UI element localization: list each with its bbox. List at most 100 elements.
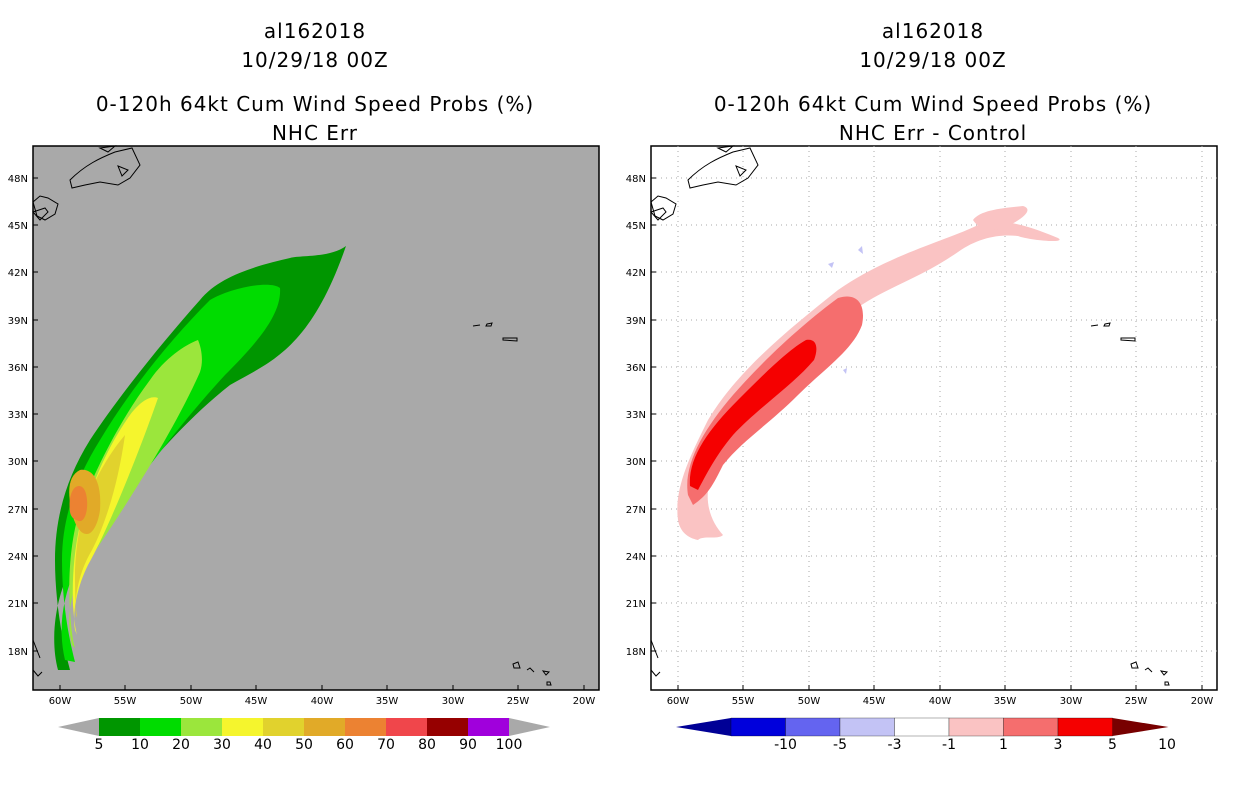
- right-lon-label: 60W: [667, 696, 690, 707]
- right-colorbar-swatch: [1057, 717, 1113, 737]
- right-colorbar-label: 10: [1158, 737, 1176, 753]
- left-lon-label: 20W: [573, 696, 596, 707]
- left-lon-label: 40W: [311, 696, 334, 707]
- right-colorbar-label: 3: [1054, 737, 1063, 753]
- right-colorbar-label: -1: [942, 737, 956, 753]
- right-colorbar-label: -10: [774, 737, 797, 753]
- right-lat-label: 48N: [626, 174, 646, 185]
- left-colorbar-swatch: [222, 718, 263, 736]
- left-colorbar-swatch: [263, 718, 304, 736]
- left-lon-label: 60W: [49, 696, 72, 707]
- right-colorbar: -10 -5 -3 -1 1 3 5 10: [676, 717, 1176, 753]
- right-lon-label: 20W: [1191, 696, 1214, 707]
- left-lat-label: 24N: [8, 552, 28, 563]
- left-coastline: [32, 145, 552, 686]
- swath-band-20: [69, 340, 202, 648]
- left-lat-label: 30N: [8, 457, 28, 468]
- right-difference-map: 48N 45N 42N 39N 36N 33N 30N 27N 24N 21N 18N 60W 55W 5…: [626, 145, 1218, 707]
- right-storm-id: al162018: [881, 19, 985, 43]
- right-colorbar-high-arrow: [1112, 718, 1169, 736]
- left-lon-label: 25W: [507, 696, 530, 707]
- left-colorbar-label: 30: [213, 737, 231, 753]
- left-colorbar-swatch: [345, 718, 386, 736]
- diff-band-plus-1b: [973, 206, 1028, 230]
- left-lon-label: 30W: [442, 696, 465, 707]
- left-colorbar-swatch: [99, 718, 140, 736]
- right-lon-label: 40W: [929, 696, 952, 707]
- right-product-title: 0-120h 64kt Cum Wind Speed Probs (%): [713, 92, 1153, 116]
- left-colorbar-label: 50: [295, 737, 313, 753]
- right-colorbar-label: -5: [833, 737, 847, 753]
- right-lat-label: 30N: [626, 457, 646, 468]
- right-lat-label: 45N: [626, 221, 646, 232]
- right-colorbar-swatch: [894, 717, 950, 737]
- right-lon-label: 50W: [798, 696, 821, 707]
- left-colorbar-label: 90: [459, 737, 477, 753]
- swath-band-60: [69, 486, 88, 522]
- left-colorbar-label: 20: [172, 737, 190, 753]
- left-storm-id: al162018: [263, 19, 367, 43]
- right-coastline: [650, 145, 1170, 686]
- right-colorbar-swatch: [785, 717, 841, 737]
- right-colorbar-label: -3: [888, 737, 902, 753]
- right-subtitle: NHC Err - Control: [838, 121, 1028, 145]
- right-lon-label: 45W: [863, 696, 886, 707]
- diff-band-plus-5: [689, 339, 817, 490]
- right-lon-label: 25W: [1125, 696, 1148, 707]
- left-colorbar-label: 70: [377, 737, 395, 753]
- left-lat-label: 27N: [8, 505, 28, 516]
- left-colorbar-label: 40: [254, 737, 272, 753]
- right-lat-label: 36N: [626, 363, 646, 374]
- right-colorbar-swatch: [730, 717, 786, 737]
- left-lat-label: 48N: [8, 174, 28, 185]
- right-difference-field: [677, 206, 1060, 540]
- left-probability-swath: [54, 246, 347, 670]
- left-subtitle: NHC Err: [271, 121, 359, 145]
- right-lat-label: 39N: [626, 316, 646, 327]
- right-lat-label: 21N: [626, 599, 646, 610]
- right-lat-label: 33N: [626, 410, 646, 421]
- left-lon-label: 45W: [245, 696, 268, 707]
- left-colorbar-swatch: [140, 718, 181, 736]
- right-lat-label: 42N: [626, 268, 646, 279]
- right-colorbar-swatch: [948, 717, 1004, 737]
- left-colorbar-label: 80: [418, 737, 436, 753]
- left-product-title: 0-120h 64kt Cum Wind Speed Probs (%): [95, 92, 535, 116]
- right-lat-label: 18N: [626, 647, 646, 658]
- right-colorbar-label: 5: [1108, 737, 1117, 753]
- right-datetime: 10/29/18 00Z: [859, 48, 1007, 72]
- left-datetime: 10/29/18 00Z: [241, 48, 389, 72]
- swath-band-40: [75, 435, 125, 618]
- right-colorbar-swatch: [1003, 717, 1059, 737]
- left-colorbar-swatch: [181, 718, 222, 736]
- left-colorbar-swatch: [427, 718, 468, 736]
- left-colorbar-label: 5: [95, 737, 104, 753]
- left-lat-label: 36N: [8, 363, 28, 374]
- right-colorbar-low-arrow: [676, 718, 731, 736]
- left-lat-label: 33N: [8, 410, 28, 421]
- diff-band-plus-3: [687, 296, 863, 505]
- left-colorbar-swatch: [468, 718, 509, 736]
- left-lat-label: 21N: [8, 599, 28, 610]
- left-colorbar: 5 10 20 30 40 50 60 70 80 90 100: [58, 718, 550, 753]
- right-lon-label: 35W: [994, 696, 1017, 707]
- left-lat-label: 18N: [8, 647, 28, 658]
- left-colorbar-label: 100: [496, 737, 523, 753]
- left-colorbar-low-arrow: [58, 718, 99, 736]
- left-lat-label: 39N: [8, 316, 28, 327]
- left-lon-label: 35W: [376, 696, 399, 707]
- left-colorbar-label: 60: [336, 737, 354, 753]
- left-colorbar-swatch: [304, 718, 345, 736]
- right-lat-label: 27N: [626, 505, 646, 516]
- left-colorbar-swatch: [386, 718, 427, 736]
- left-lat-label: 42N: [8, 268, 28, 279]
- right-lon-label: 55W: [732, 696, 755, 707]
- left-lon-label: 55W: [114, 696, 137, 707]
- left-colorbar-label: 10: [131, 737, 149, 753]
- left-probability-map: 48N 45N 42N 39N 36N 33N 30N 27N 24N 21N 18N 60W 55W 5…: [8, 145, 600, 707]
- left-colorbar-high-arrow: [509, 718, 550, 736]
- right-lon-label: 30W: [1060, 696, 1083, 707]
- right-colorbar-swatch: [839, 717, 895, 737]
- right-gridlines: [651, 146, 1217, 690]
- swath-band-5: [54, 246, 347, 670]
